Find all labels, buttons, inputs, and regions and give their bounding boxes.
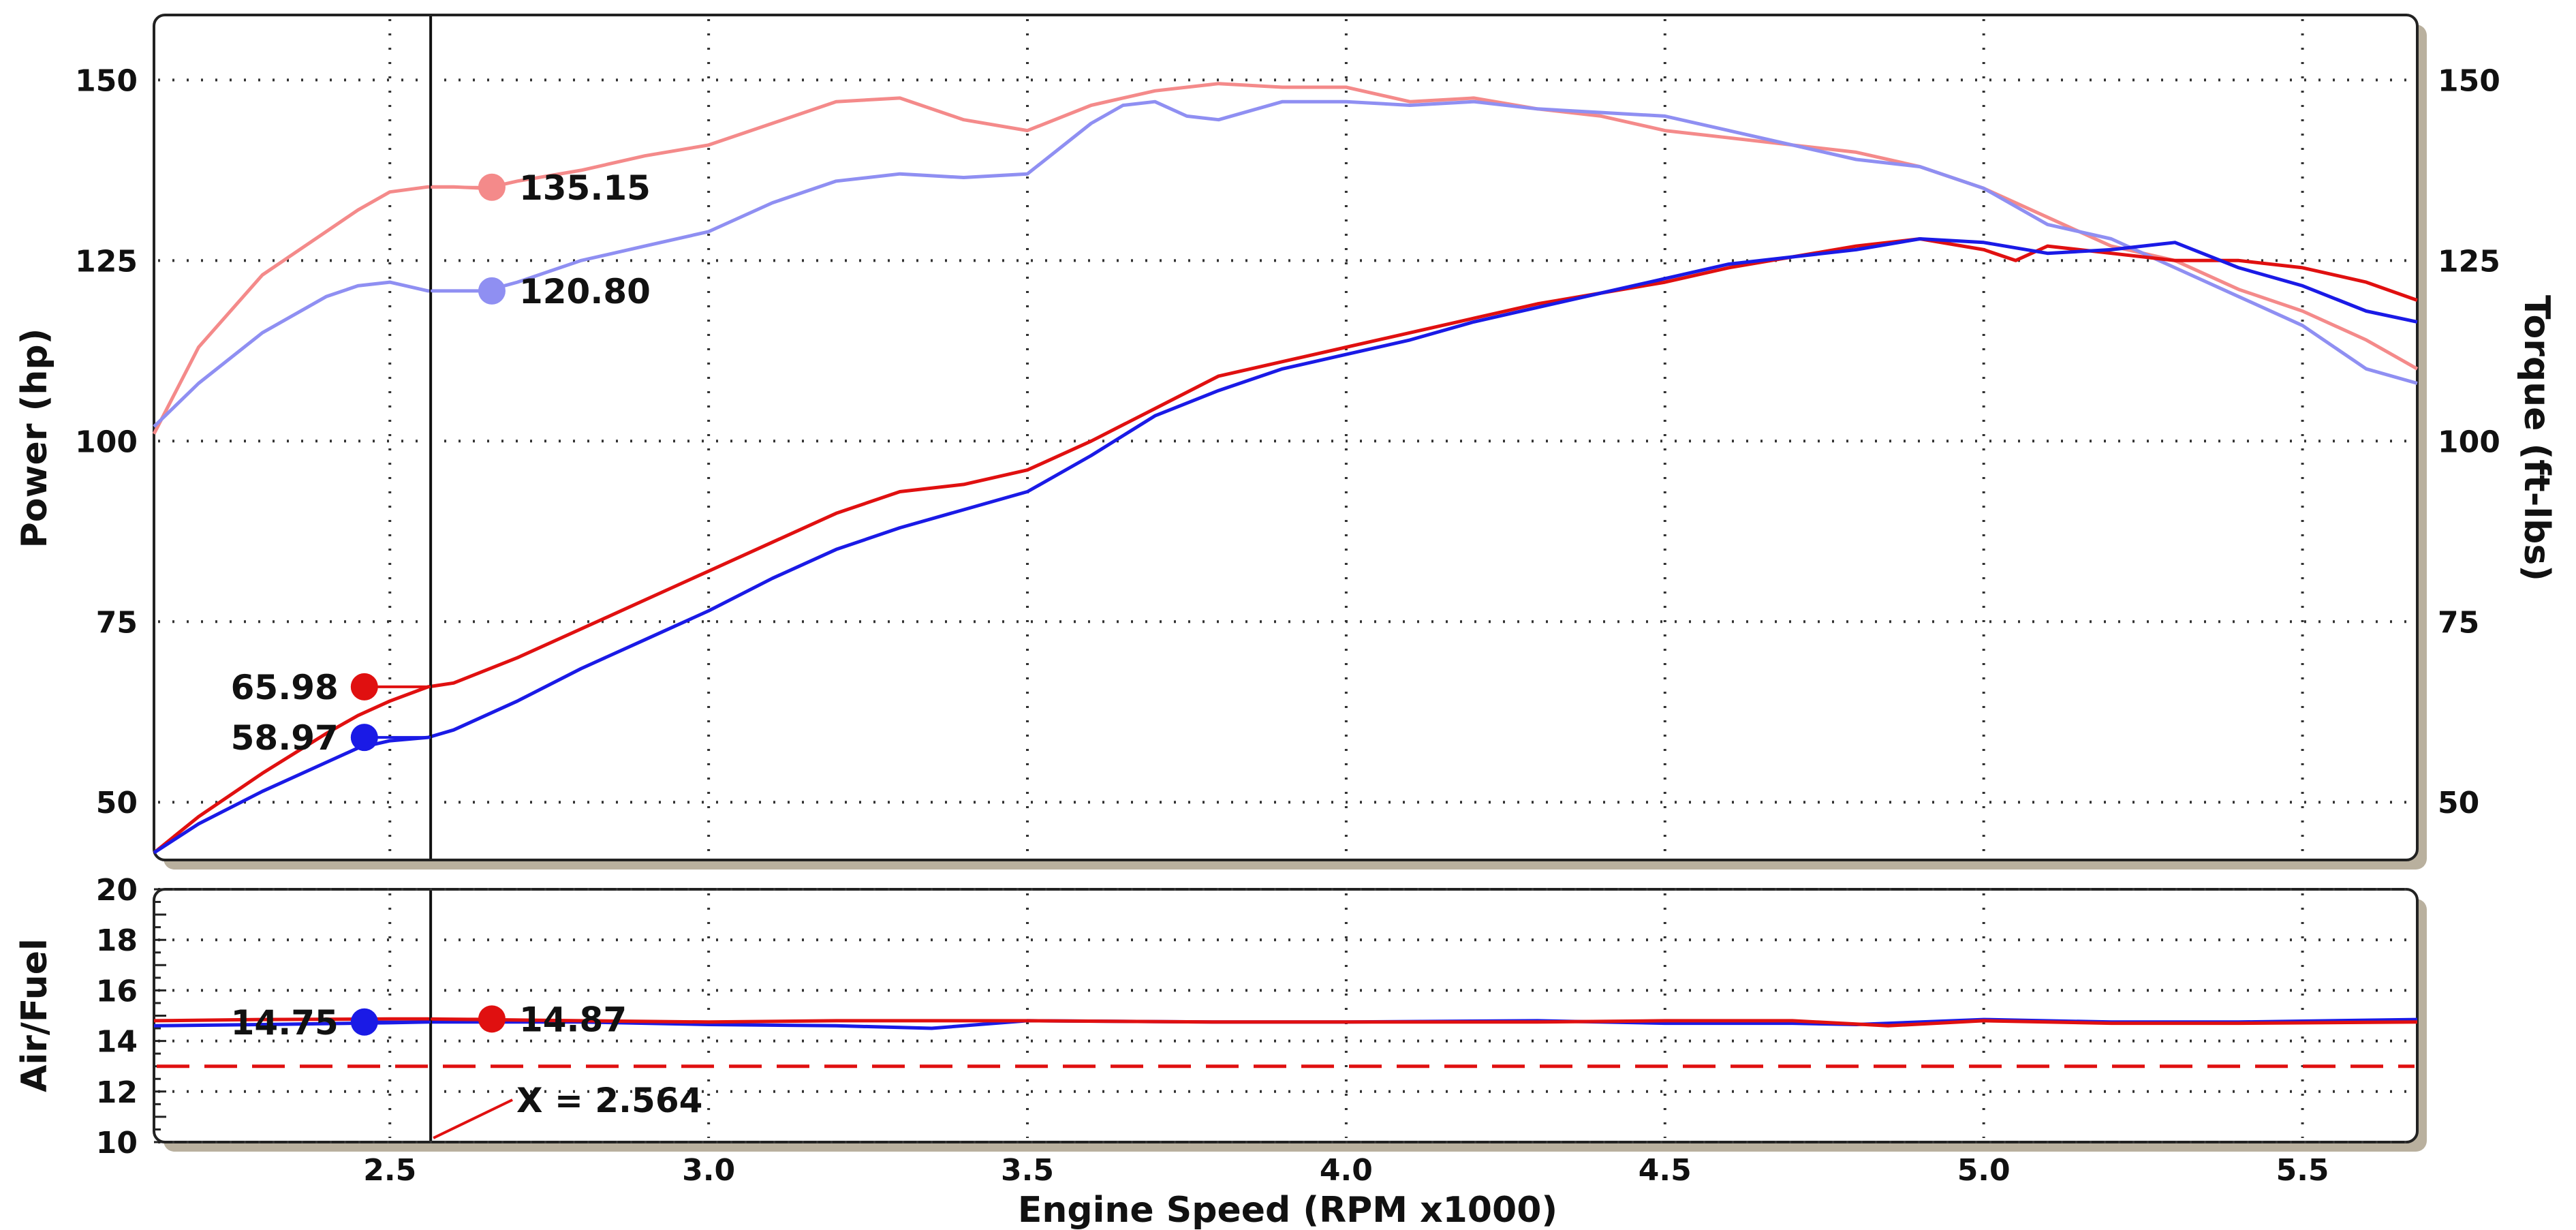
cursor[interactable]: X = 2.564	[429, 16, 702, 1141]
engine-speed-axis-title: Engine Speed (RPM x1000)	[1018, 1190, 1557, 1230]
torque-red-line	[152, 82, 2419, 435]
power-red-marker-label: 65.98	[231, 668, 339, 707]
x-tick-label: 2.5	[363, 1153, 416, 1188]
x-tick-label: 3.0	[682, 1153, 735, 1188]
power-red-line	[153, 237, 2418, 855]
afr-blue-marker	[350, 1008, 378, 1036]
air-fuel-axis-title: Air/Fuel	[14, 938, 55, 1092]
torque-axis-title: Torque (ft-lbs)	[2516, 295, 2557, 581]
power-red-marker	[350, 673, 378, 701]
x-tick-label: 5.0	[1957, 1153, 2011, 1188]
afr-red-marker	[478, 1005, 506, 1033]
cursor-label-leader	[433, 1098, 513, 1139]
torque-tick-label: 125	[2438, 244, 2500, 279]
power-axis-title: Power (hp)	[14, 328, 55, 549]
torque-tick-label: 75	[2438, 605, 2479, 640]
torque-tick-label: 150	[2438, 63, 2500, 98]
power-blue-line	[153, 237, 2418, 855]
afr-red-marker-label: 14.87	[519, 1000, 627, 1039]
x-tick-label: 5.5	[2276, 1153, 2329, 1188]
torque-red-marker	[478, 173, 506, 201]
power-tick-label: 50	[96, 786, 138, 820]
x-tick-label: 4.0	[1320, 1153, 1373, 1188]
afr-tick-label: 14	[96, 1025, 138, 1060]
afr-tick-label: 10	[96, 1126, 138, 1160]
torque-blue-marker-label: 120.80	[519, 272, 651, 311]
torque-red-marker-label: 135.15	[519, 168, 651, 208]
x-tick-label: 3.5	[1001, 1153, 1054, 1188]
grid-lines	[154, 19, 2413, 1143]
power-tick-label: 100	[75, 425, 138, 459]
afr-blue-marker-label: 14.75	[231, 1003, 339, 1043]
afr-tick-label: 16	[96, 974, 138, 1009]
torque-blue-marker	[478, 277, 506, 305]
power-blue-marker	[350, 724, 378, 752]
afr-tick-label: 12	[96, 1075, 138, 1110]
x-tick-label: 4.5	[1639, 1153, 1692, 1188]
afr-red-line	[153, 1017, 2418, 1028]
torque-tick-label: 50	[2438, 786, 2479, 820]
value-markers: 135.15 120.80 65.98 58.97 14.87 14.75	[231, 168, 651, 1043]
afr-tick-label: 18	[96, 923, 138, 958]
power-tick-label: 75	[96, 605, 138, 640]
afr-tick-label: 20	[96, 873, 138, 908]
power-tick-label: 125	[75, 244, 138, 279]
torque-tick-label: 100	[2438, 425, 2500, 459]
power-tick-label: 150	[75, 63, 138, 98]
power-torque-panel	[153, 14, 2419, 861]
power-blue-marker-label: 58.97	[231, 718, 339, 758]
cursor-value-label: X = 2.564	[516, 1081, 702, 1120]
tick-labels: 2.5 3.0 3.5 4.0 4.5 5.0 5.5 50 75 100 125 150 50 75 10…	[75, 63, 2500, 1188]
